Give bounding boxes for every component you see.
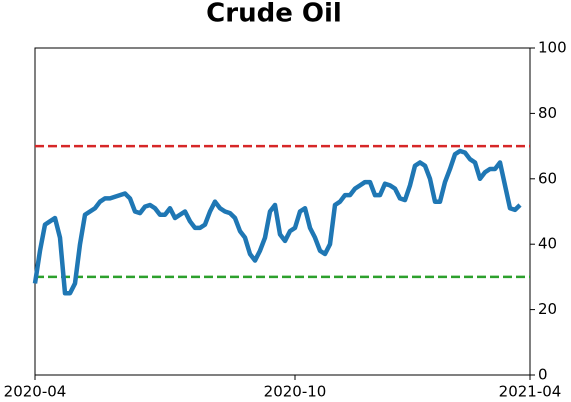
- y-tick-label: 20: [538, 300, 557, 318]
- y-tick-label: 0: [538, 366, 548, 384]
- plot-frame: [34, 47, 531, 376]
- chart-title: Crude Oil: [206, 0, 342, 29]
- x-tick-label: 2020-10: [264, 383, 327, 401]
- x-tick-label: 2021-04: [499, 383, 562, 401]
- y-tick-label: 60: [538, 169, 557, 187]
- y-tick-label: 40: [538, 235, 557, 253]
- y-tick-label: 80: [538, 104, 557, 122]
- data-line: [32, 148, 522, 296]
- y-tick-label: 100: [538, 39, 567, 57]
- x-tick-label: 2020-04: [4, 383, 67, 401]
